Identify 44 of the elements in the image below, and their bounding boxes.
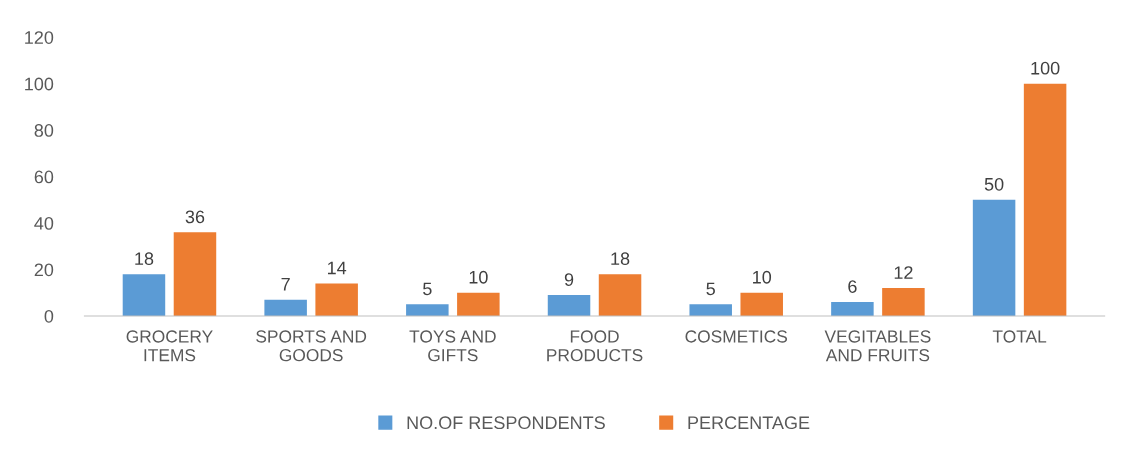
bar	[972, 199, 1016, 316]
data-label: 6	[848, 280, 857, 293]
legend-label: NO.OF RESPONDENTS	[407, 416, 605, 430]
x-tick-label: VEGITABLES AND FRUITS	[824, 330, 931, 362]
y-tick-label: 80	[34, 124, 54, 137]
bar	[457, 292, 500, 316]
data-label: 10	[753, 270, 772, 284]
x-tick-label: FOOD PRODUCTS	[547, 330, 643, 362]
bar	[882, 288, 925, 316]
legend-label: PERCENTAGE	[688, 416, 810, 430]
bar	[547, 295, 591, 316]
y-tick-label: 40	[34, 217, 54, 230]
x-tick-label: COSMETICS	[685, 330, 788, 343]
bar	[689, 304, 732, 316]
data-label: 9	[564, 273, 574, 286]
data-label: 7	[281, 278, 290, 291]
data-label: 14	[327, 261, 347, 275]
bar	[740, 292, 783, 316]
data-label: 36	[185, 210, 205, 224]
data-label: 5	[706, 282, 715, 296]
bar	[315, 283, 358, 316]
bar	[1023, 83, 1067, 316]
x-tick-label: SPORTS AND GOODS	[256, 330, 367, 362]
bar	[831, 302, 874, 316]
y-tick-label: 0	[44, 309, 54, 323]
bar	[173, 232, 217, 316]
data-label: 100	[1031, 61, 1060, 75]
bar	[264, 299, 307, 316]
data-label: 18	[611, 252, 630, 266]
data-label: 18	[135, 252, 154, 266]
bar	[598, 274, 642, 316]
bar	[122, 274, 166, 316]
data-label: 10	[469, 270, 488, 284]
y-tick-label: 120	[25, 31, 54, 44]
x-tick-label: TOTAL	[992, 330, 1047, 343]
y-tick-label: 60	[34, 170, 54, 184]
x-tick-label: GROCERY ITEMS	[126, 330, 213, 362]
x-tick-label: TOYS AND GIFTS	[409, 330, 496, 362]
data-label: 12	[894, 266, 913, 279]
y-tick-label: 20	[34, 263, 54, 277]
bar	[406, 304, 449, 316]
data-label: 50	[984, 177, 1004, 191]
data-label: 5	[423, 282, 432, 296]
y-tick-label: 100	[25, 77, 54, 91]
